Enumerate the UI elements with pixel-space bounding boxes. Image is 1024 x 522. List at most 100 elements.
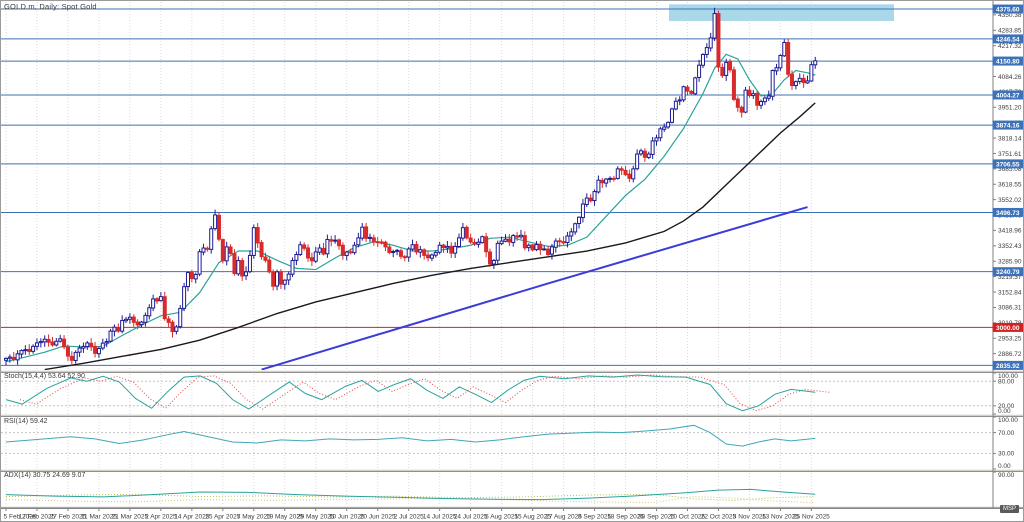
candle-body (476, 241, 481, 245)
candle-body (526, 244, 531, 249)
candle-body (608, 177, 613, 180)
indicator-tick-label: 80.00 (998, 379, 1015, 386)
candle-body (27, 348, 32, 352)
stochastic-main-line (5, 374, 816, 412)
price-tick-label: 3352.43 (998, 243, 1022, 250)
candle-body (457, 237, 462, 248)
candle-body (158, 296, 163, 302)
candle-body (100, 342, 105, 349)
candle-body (445, 245, 450, 249)
candle-body (31, 345, 36, 352)
price-level-label-bg (992, 207, 1023, 217)
date-label: 2 Jul 2025 (394, 514, 424, 521)
candle-body (236, 260, 241, 275)
candle-body (89, 342, 94, 348)
date-label: 27 Feb 2025 (50, 514, 87, 521)
candle-body (232, 253, 237, 274)
panel-separator[interactable] (1, 370, 1024, 373)
panel-separator[interactable] (1, 469, 1024, 472)
candle-body (42, 338, 47, 343)
candle-body (429, 254, 434, 259)
price-level-label: 4004.27 (996, 92, 1020, 99)
candle-body (735, 98, 740, 108)
candle-body (491, 260, 496, 265)
candle-body (391, 250, 396, 253)
candle-body (503, 238, 508, 242)
candle-body (464, 226, 469, 239)
price-level-label-bg (992, 56, 1023, 66)
candle-body (135, 321, 140, 326)
indicator-tick-label: 100.00 (998, 373, 1018, 380)
price-tick-label: 3751.61 (998, 151, 1022, 158)
candle-body (762, 97, 767, 103)
stochastic-signal-line (19, 374, 830, 412)
date-label: 29 May 2025 (297, 514, 335, 521)
price-tick-label: 3951.20 (998, 105, 1022, 112)
candle-body (7, 356, 12, 359)
candle-body (398, 250, 403, 257)
candle-body (139, 321, 144, 326)
candle-body (34, 342, 39, 347)
candle-body (569, 231, 574, 237)
candle-body (584, 197, 589, 205)
candle-body (120, 319, 125, 332)
candle-body (81, 345, 86, 349)
candle-body (731, 69, 736, 100)
date-label: 27 Aug 2025 (545, 514, 582, 521)
price-tick-label: 4283.85 (998, 28, 1022, 35)
candle-body (306, 247, 311, 259)
candle-body (73, 351, 78, 361)
candle-body (162, 296, 167, 320)
price-level-label: 3496.73 (996, 210, 1020, 217)
price-tick-label: 4084.26 (998, 74, 1022, 81)
price-level-label: 2835.92 (996, 363, 1020, 370)
candle-body (580, 203, 585, 219)
candle-body (124, 318, 129, 322)
date-label: 25 Apr 2025 (205, 514, 240, 521)
candle-body (766, 95, 771, 99)
candle-body (782, 42, 787, 57)
date-label: 30 Sep 2025 (638, 514, 675, 521)
date-label: 20 Jun 2025 (360, 514, 396, 521)
candle-body (511, 235, 516, 243)
price-level-label: 3240.79 (996, 269, 1020, 276)
candle-body (46, 338, 51, 343)
candle-body (611, 177, 616, 180)
candle-body (271, 271, 276, 287)
candle-body (708, 37, 713, 49)
candle-body (309, 257, 314, 262)
candle-body (689, 90, 694, 94)
candle-body (278, 271, 283, 285)
candle-body (515, 235, 520, 238)
candle-body (143, 314, 148, 323)
candle-body (65, 346, 70, 357)
candle-body (650, 140, 655, 155)
date-label: 2 Apr 2025 (145, 514, 177, 521)
candle-body (383, 241, 388, 248)
candle-body (387, 246, 392, 253)
candle-body (58, 338, 63, 342)
price-level-label-bg (992, 159, 1023, 169)
candle-body (220, 239, 225, 262)
candle-body (553, 240, 558, 248)
candle-body (751, 93, 756, 97)
candle-body (189, 271, 194, 280)
candle-body (302, 244, 307, 249)
date-label: 21 Mar 2025 (112, 514, 149, 521)
candle-body (286, 273, 291, 281)
candle-body (565, 235, 570, 243)
price-tick-label: 3285.90 (998, 259, 1022, 266)
candle-body (441, 244, 446, 249)
price-tick-label: 3418.96 (998, 228, 1022, 235)
candle-body (786, 42, 791, 75)
panel-separator[interactable] (1, 414, 1024, 417)
indicator-tick-label: 30.00 (998, 451, 1015, 458)
server-badge: MSP (1000, 505, 1020, 513)
candle-body (131, 316, 136, 323)
candle-body (677, 99, 682, 102)
candle-body (205, 247, 210, 250)
candle-body (724, 61, 729, 76)
candle-body (759, 101, 764, 106)
candle-body (340, 244, 345, 256)
